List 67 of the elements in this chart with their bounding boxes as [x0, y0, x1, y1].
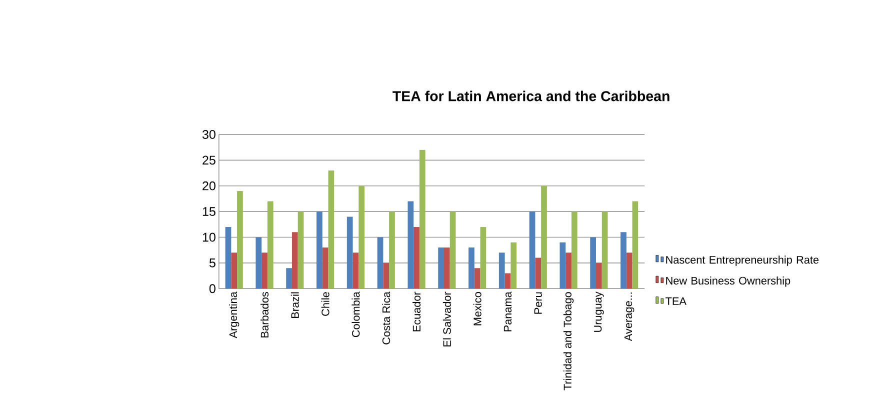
- x-tick-label: Uruguay: [594, 291, 604, 332]
- x-tick-label: Ecuador: [412, 292, 421, 332]
- y-tick-label: 20: [202, 181, 216, 190]
- bar: [383, 262, 390, 288]
- y-tick-label: 25: [202, 156, 216, 164]
- y-tick-label: 0: [209, 284, 216, 293]
- x-tick-label: Colombia: [352, 291, 360, 337]
- bar: [298, 211, 304, 288]
- bar: [438, 247, 444, 288]
- x-tick-label: Costa Rica: [382, 291, 390, 344]
- bar: [529, 211, 536, 288]
- x-tick-label: Mexico: [473, 292, 482, 326]
- x-tick-label: El Salvador: [442, 292, 451, 346]
- bar: [414, 226, 420, 288]
- bar: [346, 216, 353, 288]
- y-tick-label: 10: [202, 232, 216, 242]
- bar: [596, 262, 602, 288]
- bar: [262, 252, 268, 288]
- bar: [626, 252, 632, 288]
- x-tick-label: Panama: [504, 291, 512, 332]
- x-tick-label: Brazil: [290, 292, 299, 318]
- bar: [632, 201, 638, 288]
- x-tick-label: Barbados: [260, 292, 269, 338]
- x-tick-label: Chile: [321, 292, 330, 316]
- legend-label: Nascent Entrepreneurship Rate: [666, 256, 819, 266]
- bar: [541, 186, 547, 288]
- legend-label: TEA: [666, 297, 686, 305]
- bar: [322, 247, 328, 288]
- x-tick-label: Average...: [624, 292, 634, 341]
- legend-label: New Business Ownership: [666, 276, 790, 287]
- bar: [590, 237, 596, 288]
- bar: [267, 201, 274, 288]
- bar: [292, 232, 298, 288]
- bar: [498, 252, 505, 288]
- y-tick-label: 5: [209, 258, 216, 268]
- bar: [237, 190, 243, 288]
- bar: [468, 247, 474, 288]
- bar: [408, 201, 414, 288]
- bar: [377, 237, 384, 288]
- y-tick-label: 15: [202, 207, 216, 216]
- bar: [450, 211, 456, 288]
- bar: [286, 268, 292, 288]
- bar: [358, 186, 365, 288]
- bar: [231, 252, 238, 288]
- x-tick-label: Argentina: [229, 291, 240, 338]
- bar: [566, 252, 572, 288]
- bar: [504, 273, 511, 288]
- bar: [602, 211, 608, 288]
- bar: [444, 247, 450, 288]
- chart-title: TEA for Latin America and the Caribbean: [392, 90, 670, 102]
- bar: [256, 237, 262, 288]
- bar: [571, 211, 578, 288]
- bar: [389, 211, 395, 288]
- bar: [352, 252, 359, 288]
- bar: [510, 242, 517, 288]
- bar: [316, 211, 322, 288]
- bar: [328, 170, 334, 288]
- x-tick-label: Peru: [534, 292, 542, 314]
- bar: [419, 150, 426, 288]
- bar: [480, 226, 486, 288]
- x-tick-label: Trinidad and Tobago: [563, 292, 574, 390]
- bar: [225, 226, 232, 288]
- bar: [474, 268, 480, 288]
- bar: [535, 258, 542, 288]
- bar: [620, 232, 626, 288]
- bar: [560, 242, 566, 288]
- y-tick-label: 30: [202, 130, 216, 139]
